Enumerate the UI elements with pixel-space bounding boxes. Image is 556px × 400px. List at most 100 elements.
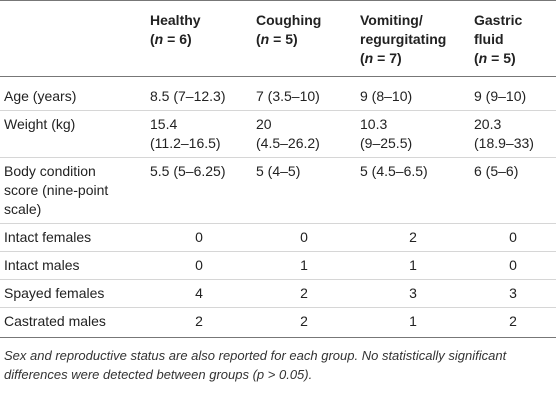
header-row: Healthy (n = 6) Coughing (n = 5) Vomitin… [0,1,556,77]
table-cell: 9 (8–10) [356,76,470,111]
cell-line: 10.3 [360,116,388,132]
cell-line: 2 [300,285,308,301]
table-cell: 0 [146,223,252,252]
header-gastric-fluid: Gastric fluid (n = 5) [470,1,556,77]
table-cell: 2 [470,307,556,338]
row-label: Intact females [0,223,146,252]
cell-line: 7 (3.5–10) [256,88,320,104]
cell-line: 20.3 [474,116,502,132]
row-label: Weight (kg) [0,110,146,158]
row-label-line: Weight (kg) [4,116,76,132]
row-label-line: Body condition [4,163,96,179]
cell-line: 4 [195,285,203,301]
header-title-line2: fluid [474,31,504,47]
table-body: Age (years) 8.5 (7–12.3) 7 (3.5–10) 9 (8–10… [0,76,556,338]
table-cell: 0 [470,251,556,280]
cell-line: 0 [509,229,517,245]
row-label: Spayed females [0,279,146,308]
row-label-line: scale) [4,201,42,217]
cell-line: 5 (4–5) [256,163,301,179]
table-cell: 5 (4–5) [252,157,356,224]
header-coughing: Coughing (n = 5) [252,1,356,77]
table-cell: 9 (9–10) [470,76,556,111]
header-healthy: Healthy (n = 6) [146,1,252,77]
row-label: Castrated males [0,307,146,338]
table-cell: 0 [470,223,556,252]
table-row: Body condition score (nine-point scale) 5.5… [0,157,556,224]
table-cell: 2 [252,279,356,308]
table-cell: 3 [356,279,470,308]
row-label-line: score (nine-point [4,182,109,198]
table-cell: 0 [146,251,252,280]
table-cell: 7 (3.5–10) [252,76,356,111]
table-row: Spayed females 4 2 3 3 [0,279,556,308]
cell-line: 1 [409,313,417,329]
header-n: (n = 5) [474,50,516,66]
table-cell: 2 [146,307,252,338]
table-row: Intact males 0 1 1 0 [0,251,556,280]
row-label: Body condition score (nine-point scale) [0,157,146,224]
row-label-line: Age (years) [4,88,77,104]
cell-line: 20 [256,116,272,132]
cell-line: 3 [409,285,417,301]
table-row: Intact females 0 0 2 0 [0,223,556,252]
table-cell: 6 (5–6) [470,157,556,224]
cell-line: 2 [195,313,203,329]
table-cell: 4 [146,279,252,308]
cell-line: 9 (9–10) [474,88,527,104]
header-n: (n = 5) [256,31,298,47]
table-cell: 8.5 (7–12.3) [146,76,252,111]
header-n: (n = 6) [150,31,192,47]
cell-line: 2 [409,229,417,245]
table-cell: 1 [356,307,470,338]
header-empty [0,1,146,77]
row-label: Age (years) [0,76,146,111]
cell-line: 5 (4.5–6.5) [360,163,428,179]
table-cell: 10.3 (9–25.5) [356,110,470,158]
table-cell: 1 [252,251,356,280]
header-n: (n = 7) [360,50,402,66]
data-table-container: Healthy (n = 6) Coughing (n = 5) Vomitin… [0,0,556,338]
table-cell: 2 [356,223,470,252]
table-row: Weight (kg) 15.4 (11.2–16.5) 20 (4.5–26.2) 10… [0,110,556,158]
cell-line: 6 (5–6) [474,163,519,179]
cell-line: 2 [300,313,308,329]
header-vomiting: Vomiting/ regurgitating (n = 7) [356,1,470,77]
row-label-line: Intact females [4,229,92,245]
cell-line: 5.5 (5–6.25) [150,163,226,179]
cell-line: (11.2–16.5) [150,135,221,151]
cell-line: 0 [509,257,517,273]
cell-line: 8.5 (7–12.3) [150,88,226,104]
cell-line: 1 [409,257,417,273]
cell-line: 1 [300,257,308,273]
header-title: Vomiting/ [360,12,423,28]
header-title-line2: regurgitating [360,31,447,47]
cell-line: (18.9–33) [474,135,534,151]
table-cell: 15.4 (11.2–16.5) [146,110,252,158]
header-title: Gastric [474,12,523,28]
cell-line: (4.5–26.2) [256,135,320,151]
table-row: Age (years) 8.5 (7–12.3) 7 (3.5–10) 9 (8–10… [0,76,556,111]
top-rule [0,0,556,1]
header-title: Coughing [256,12,322,28]
cell-line: 9 (8–10) [360,88,413,104]
cell-line: 2 [509,313,517,329]
table-cell: 1 [356,251,470,280]
table-cell: 20 (4.5–26.2) [252,110,356,158]
table-cell: 0 [252,223,356,252]
table-cell: 2 [252,307,356,338]
cell-line: 15.4 [150,116,178,132]
header-title: Healthy [150,12,201,28]
table-cell: 5.5 (5–6.25) [146,157,252,224]
table-row: Castrated males 2 2 1 2 [0,307,556,338]
table-footnote: Sex and reproductive status are also rep… [4,348,507,382]
cell-line: 0 [195,229,203,245]
row-label-line: Castrated males [4,313,106,329]
table-cell: 3 [470,279,556,308]
data-table: Healthy (n = 6) Coughing (n = 5) Vomitin… [0,0,556,338]
row-label: Intact males [0,251,146,280]
row-label-line: Intact males [4,257,80,273]
cell-line: (9–25.5) [360,135,413,151]
cell-line: 0 [195,257,203,273]
cell-line: 3 [509,285,517,301]
